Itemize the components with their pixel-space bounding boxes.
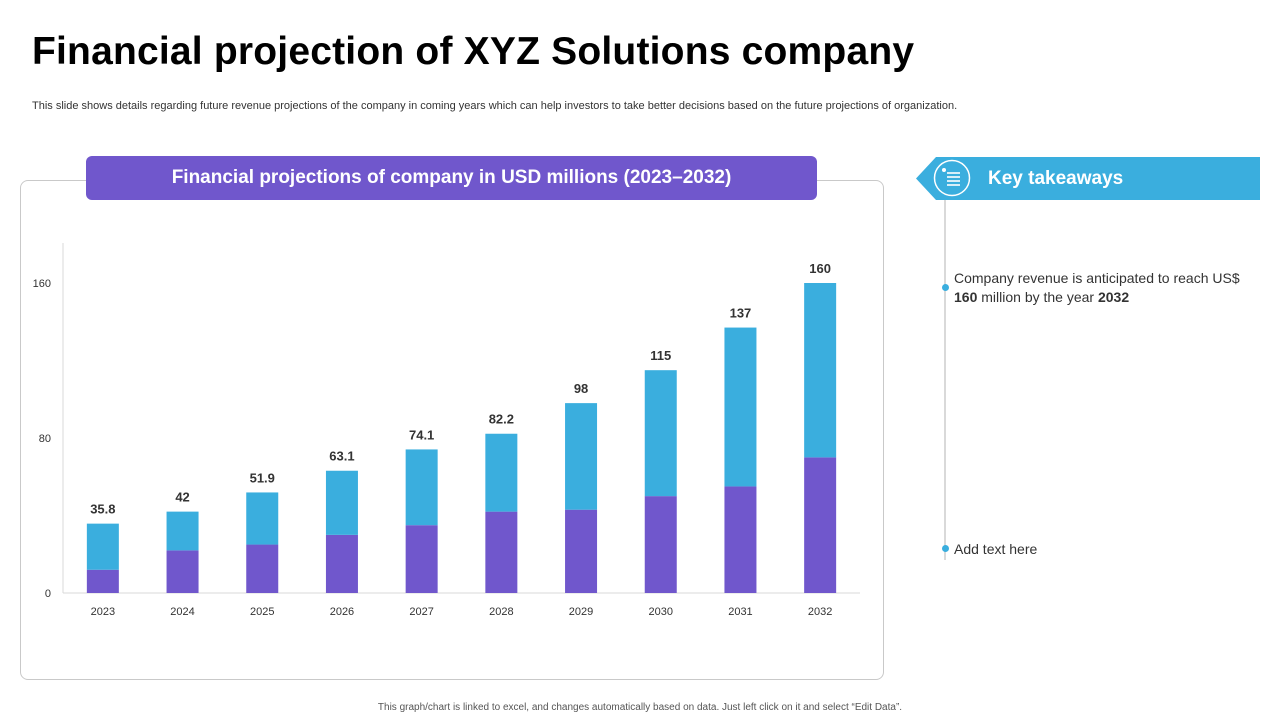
bar-total-label: 42 — [175, 490, 189, 505]
key-takeaways-title: Key takeaways — [988, 168, 1124, 189]
x-tick-label: 2024 — [170, 606, 194, 618]
takeaway-text: Company revenue is anticipated to reach … — [954, 270, 1240, 286]
bar-total-label: 35.8 — [90, 502, 115, 517]
bar-segment — [166, 511, 199, 551]
bar-total-label: 98 — [574, 381, 588, 396]
bar-segment — [565, 403, 598, 510]
bullet-dot — [941, 284, 949, 291]
bar-segment — [166, 550, 199, 593]
y-tick-label: 80 — [39, 433, 51, 445]
bar-segment — [86, 569, 119, 593]
bar-total-label: 160 — [809, 261, 831, 276]
takeaway-value: 160 — [954, 289, 978, 305]
bar-segment — [325, 470, 358, 535]
takeaways-timeline — [944, 200, 946, 560]
takeaway-item-2[interactable]: Add text here — [954, 541, 1038, 557]
bar-segment — [325, 534, 358, 593]
bar-segment — [644, 496, 677, 593]
x-tick-label: 2028 — [489, 606, 513, 618]
takeaway-item-1: Company revenue is anticipated to reach … — [954, 269, 1244, 307]
bar-total-label: 115 — [650, 348, 671, 363]
y-tick-label: 0 — [45, 588, 51, 600]
bar-segment — [804, 283, 837, 458]
x-tick-label: 2031 — [728, 606, 752, 618]
stacked-bar-chart[interactable]: 0 80 160 35.8 2023 42 2024 51.9 2025 63.1 2026 74.1… — [0, 0, 900, 640]
x-tick-label: 2029 — [569, 606, 593, 618]
x-tick-label: 2027 — [409, 606, 433, 618]
chart-header: Financial projections of company in USD … — [86, 156, 817, 200]
bar-segment — [565, 509, 598, 593]
bar-total-label: 137 — [730, 306, 752, 321]
bar-segment — [644, 370, 677, 497]
bar-segment — [246, 544, 279, 593]
takeaway-year: 2032 — [1097, 289, 1130, 305]
bar-segment — [405, 525, 438, 593]
bar-segment — [86, 523, 119, 570]
bar-total-label: 74.1 — [409, 427, 434, 442]
x-tick-label: 2026 — [330, 606, 354, 618]
y-tick-label: 160 — [33, 278, 51, 290]
key-takeaways-header: Key takeaways — [916, 157, 1260, 200]
bullet-dot — [941, 545, 949, 552]
x-tick-label: 2030 — [649, 606, 673, 618]
bar-segment — [485, 511, 518, 593]
footer-note: This graph/chart is linked to excel, and… — [377, 702, 903, 713]
bar-total-label: 51.9 — [250, 470, 275, 485]
takeaway-text: million by the year — [977, 289, 1098, 305]
x-tick-label: 2032 — [808, 606, 832, 618]
page-title: Financial projection of XYZ Solutions co… — [32, 30, 915, 73]
bar-segment — [724, 486, 757, 593]
bar-segment — [724, 327, 757, 487]
x-tick-label: 2025 — [250, 606, 274, 618]
bar-segment — [804, 457, 837, 593]
page-subtitle: This slide shows details regarding futur… — [32, 100, 958, 112]
bar-segment — [405, 449, 438, 526]
takeaways-banner-shape — [916, 157, 1260, 200]
list-checklist-icon — [933, 159, 971, 197]
bar-total-label: 63.1 — [329, 449, 354, 464]
bar-segment — [485, 433, 518, 512]
x-tick-label: 2023 — [91, 606, 115, 618]
bar-segment — [246, 492, 279, 545]
bar-total-label: 82.2 — [489, 412, 514, 427]
